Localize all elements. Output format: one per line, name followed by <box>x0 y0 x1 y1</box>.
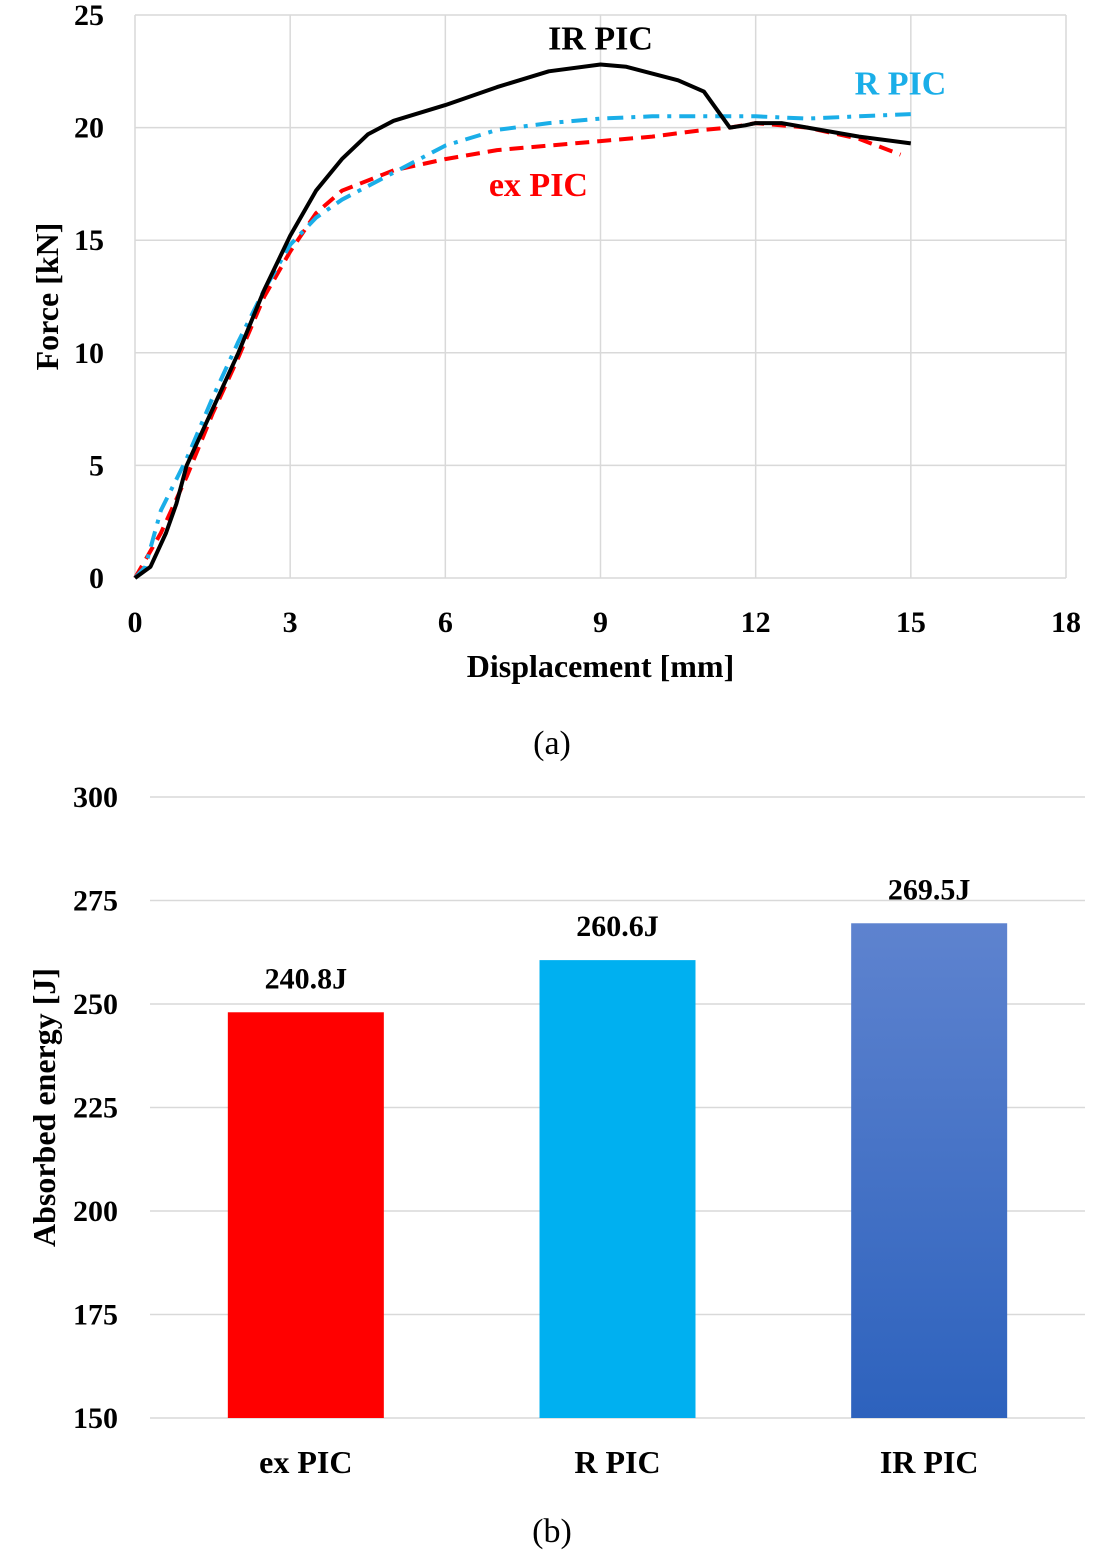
y-tick-label: 275 <box>73 885 118 918</box>
y-tick-label: 5 <box>89 449 104 482</box>
series-annotation: R PIC <box>855 66 947 103</box>
x-tick-label: 6 <box>438 606 453 639</box>
x-tick-label: 3 <box>283 606 298 639</box>
x-axis-label: Displacement [mm] <box>467 648 734 684</box>
x-tick-label: 18 <box>1051 606 1081 639</box>
bar-ex-pic <box>227 1012 384 1418</box>
x-tick-label: 0 <box>128 606 143 639</box>
x-category-label: R PIC <box>574 1444 660 1480</box>
y-tick-label: 20 <box>74 112 104 145</box>
caption-a: (a) <box>533 725 571 762</box>
series-annotation: IR PIC <box>548 21 653 58</box>
force-displacement-chart: 0 3 6 9 12 15 18 0 5 10 15 20 25 IR PIC R PIC ex PIC Dis… <box>29 0 1081 762</box>
y-tick-label: 200 <box>73 1195 118 1228</box>
y-tick-label: 0 <box>89 562 104 595</box>
y-axis-label: Force [kN] <box>29 223 65 371</box>
x-tick-label: 15 <box>896 606 926 639</box>
series-annotation: ex PIC <box>489 167 588 204</box>
bar-data-label: 240.8J <box>265 962 348 995</box>
series-line-ir-pic <box>133 62 912 580</box>
y-tick-label: 300 <box>73 781 118 814</box>
y-axis-label: Absorbed energy [J] <box>26 968 62 1247</box>
y-tick-label: 225 <box>73 1092 118 1125</box>
y-tick-label: 25 <box>74 0 104 32</box>
x-category-label: IR PIC <box>880 1444 979 1480</box>
x-tick-label: 12 <box>741 606 771 639</box>
y-tick-label: 15 <box>74 224 104 257</box>
bar-data-label: 260.6J <box>576 910 659 943</box>
y-tick-label: 175 <box>73 1299 118 1332</box>
y-tick-label: 150 <box>73 1402 118 1435</box>
bar-data-label: 269.5J <box>888 873 971 906</box>
bar-ir-pic <box>851 923 1008 1418</box>
y-tick-label: 250 <box>73 988 118 1021</box>
x-category-label: ex PIC <box>259 1444 352 1480</box>
bar-r-pic <box>539 960 696 1418</box>
caption-b: (b) <box>532 1513 572 1550</box>
y-tick-label: 10 <box>74 337 104 370</box>
series-line-r-pic <box>133 112 911 580</box>
x-tick-label: 9 <box>593 606 608 639</box>
